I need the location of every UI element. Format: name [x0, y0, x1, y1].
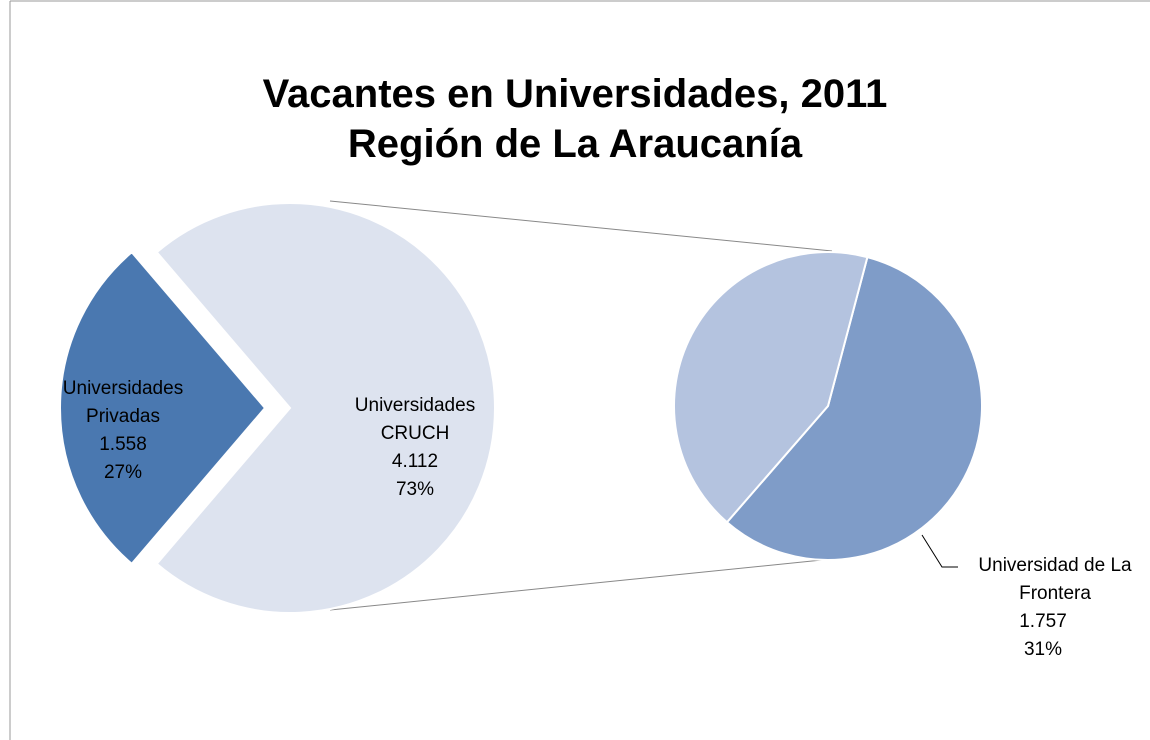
value-label: 4.112	[391, 451, 439, 472]
slice-label: Universidad de La Frontera	[978, 555, 1132, 604]
slice-label: Universidades Privadas	[62, 378, 184, 427]
percent-label: 73%	[395, 479, 435, 500]
connector	[329, 559, 823, 611]
value-label: 1.757	[1019, 611, 1067, 632]
percent-label: 27%	[103, 462, 143, 483]
connector	[329, 200, 833, 252]
pie-slice	[155, 202, 496, 614]
pie-slice	[59, 250, 267, 566]
value-label: 1.558	[99, 434, 147, 455]
leader-line	[921, 534, 958, 568]
pie-slice	[673, 251, 869, 524]
chart-title: Vacantes en Universidades, 2011	[262, 72, 888, 116]
percent-label: 31%	[1023, 639, 1063, 660]
chart-subtitle: Región de La Araucanía	[347, 122, 803, 166]
slice-label: Universidades CRUCH	[354, 395, 476, 444]
pie-slice	[725, 255, 983, 561]
